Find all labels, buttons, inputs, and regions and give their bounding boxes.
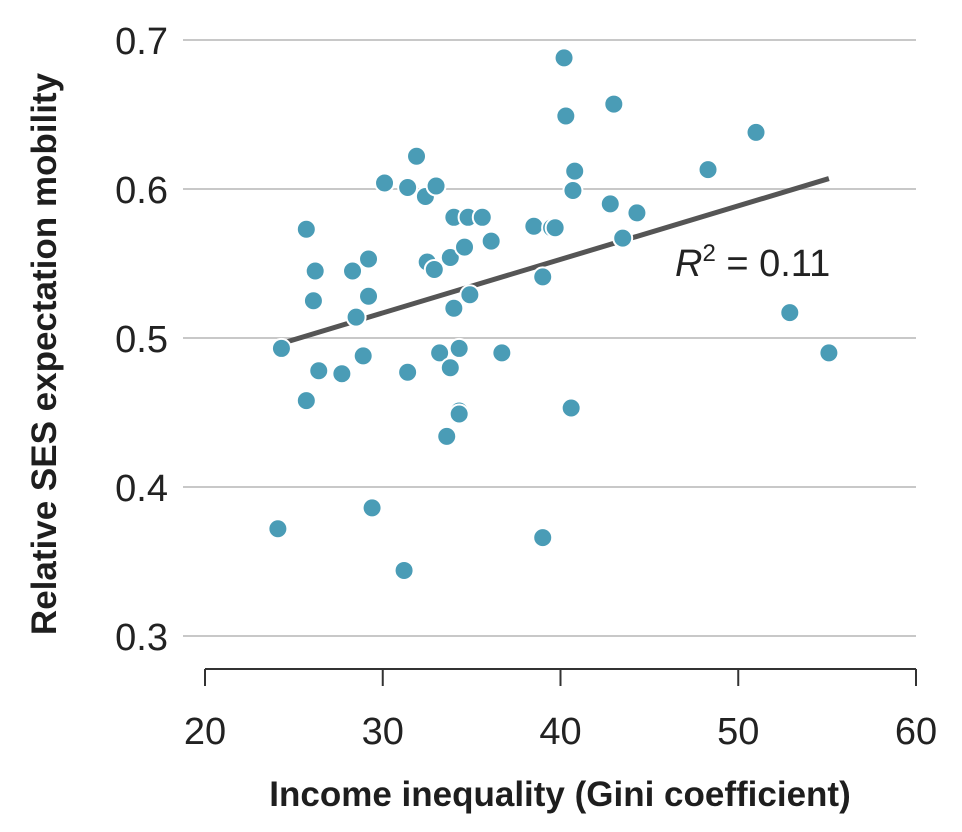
data-point [406, 145, 428, 167]
x-tick-label: 40 [539, 711, 581, 753]
data-point [818, 342, 840, 364]
data-point [308, 360, 330, 382]
data-point [532, 266, 554, 288]
data-point [459, 284, 481, 306]
data-point [361, 497, 383, 519]
data-point [267, 518, 289, 540]
y-tick-label: 0.5 [115, 319, 168, 361]
data-point [612, 227, 634, 249]
data-point [331, 363, 353, 385]
data-point [603, 93, 625, 115]
data-point [626, 202, 648, 224]
data-point [295, 218, 317, 240]
data-point [555, 105, 577, 127]
data-point [302, 290, 324, 312]
data-point [553, 47, 575, 69]
data-point [560, 397, 582, 419]
data-point [779, 302, 801, 324]
y-axis: 0.3 0.4 0.5 0.6 0.7 [115, 21, 168, 659]
data-point [345, 306, 367, 328]
y-tick-label: 0.6 [115, 170, 168, 212]
data-point [393, 559, 415, 581]
data-point [471, 206, 493, 228]
data-point [439, 357, 461, 379]
data-point [454, 236, 476, 258]
data-point [342, 260, 364, 282]
r-superscript: 2 [702, 240, 715, 267]
x-tick-label: 50 [717, 711, 759, 753]
data-point [562, 179, 584, 201]
y-axis-title: Relative SES expectation mobility [25, 72, 64, 635]
data-point [544, 217, 566, 239]
x-tick-label: 20 [184, 711, 226, 753]
data-point [295, 390, 317, 412]
data-point [270, 337, 292, 359]
y-tick-label: 0.3 [115, 617, 168, 659]
data-point [304, 260, 326, 282]
data-point [358, 285, 380, 307]
data-point [491, 342, 513, 364]
data-point [352, 345, 374, 367]
data-point [358, 248, 380, 270]
x-tick-label: 60 [895, 711, 937, 753]
y-tick-label: 0.4 [115, 468, 168, 510]
data-point [523, 215, 545, 237]
data-point [374, 172, 396, 194]
r-squared-annotation: R2 = 0.11 [675, 240, 830, 285]
x-tick-label: 30 [362, 711, 404, 753]
data-point [397, 361, 419, 383]
data-point [564, 160, 586, 182]
data-point [448, 403, 470, 425]
data-point [448, 337, 470, 359]
data-point [532, 527, 554, 549]
x-axis: 20 30 40 50 60 [184, 668, 937, 753]
y-tick-label: 0.7 [115, 21, 168, 63]
x-axis-title: Income inequality (Gini coefficient) [269, 775, 850, 814]
data-point [745, 121, 767, 143]
data-points [267, 47, 840, 581]
r-squared-value: = 0.11 [716, 243, 830, 285]
data-point [436, 425, 458, 447]
data-point [425, 175, 447, 197]
data-point [443, 297, 465, 319]
data-point [697, 159, 719, 181]
data-point [423, 258, 445, 280]
r-symbol: R [675, 243, 702, 285]
data-point [397, 177, 419, 199]
data-point [599, 193, 621, 215]
data-point [480, 230, 502, 252]
regression-line [278, 176, 830, 347]
data-point [439, 247, 461, 269]
fit-line-layer [278, 176, 830, 347]
data-point [429, 342, 451, 364]
